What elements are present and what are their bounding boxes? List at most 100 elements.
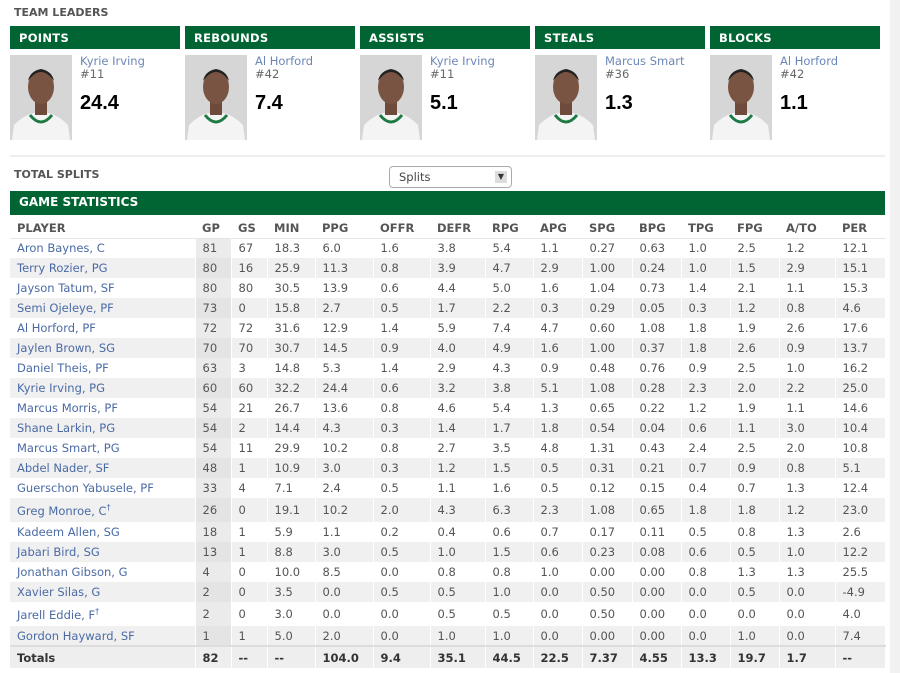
column-header-per[interactable]: PER (835, 217, 885, 239)
total-cell: -- (231, 645, 268, 668)
player-cell[interactable]: Kyrie Irving, PG (10, 378, 196, 398)
column-header-gp[interactable]: GP (195, 217, 231, 239)
player-link[interactable]: Jayson Tatum, SF (17, 281, 115, 295)
column-header-gs[interactable]: GS (231, 217, 267, 239)
leader-player-link[interactable]: Kyrie Irving (80, 54, 145, 68)
player-cell[interactable]: Kadeem Allen, SG (10, 522, 196, 542)
splits-select[interactable]: Splits ▼ (389, 166, 512, 188)
stat-cell: 0.28 (632, 378, 682, 398)
player-link[interactable]: Semi Ojeleye, PF (17, 301, 114, 315)
player-cell[interactable]: Gordon Hayward, SF (10, 626, 196, 646)
leader-player-link[interactable]: Marcus Smart (605, 54, 685, 68)
player-cell[interactable]: Terry Rozier, PG (10, 258, 196, 278)
player-photo[interactable] (10, 55, 72, 140)
stat-cell: 1.6 (533, 338, 583, 358)
stat-cell: -4.9 (835, 582, 886, 602)
player-cell[interactable]: Daniel Theis, PF (10, 358, 196, 378)
table-row: Jonathan Gibson, G 4 0 10.0 8.5 0.0 0.8 0.8 1.0 0… (10, 562, 886, 582)
column-header-player[interactable]: PLAYER (10, 217, 195, 239)
stat-cell: 1 (231, 542, 268, 562)
player-photo[interactable] (360, 55, 422, 140)
player-cell[interactable]: Greg Monroe, C† (10, 498, 196, 522)
table-row: Kadeem Allen, SG 18 1 5.9 1.1 0.2 0.4 0.6 0.7 0.1… (10, 522, 886, 542)
player-cell[interactable]: Jonathan Gibson, G (10, 562, 196, 582)
player-cell[interactable]: Guerschon Yabusele, PF (10, 478, 196, 498)
player-cell[interactable]: Marcus Morris, PF (10, 398, 196, 418)
stat-cell: 1.6 (373, 238, 431, 258)
player-link[interactable]: Jonathan Gibson, G (17, 565, 128, 579)
player-link[interactable]: Jarell Eddie, F (17, 607, 96, 622)
player-cell[interactable]: Jayson Tatum, SF (10, 278, 196, 298)
stat-cell: 0.0 (779, 602, 836, 626)
leader-value: 1.1 (780, 92, 808, 114)
player-link[interactable]: Jabari Bird, SG (17, 545, 100, 559)
player-cell[interactable]: Aron Baynes, C (10, 238, 196, 258)
player-link[interactable]: Terry Rozier, PG (17, 261, 108, 275)
player-cell[interactable]: Marcus Smart, PG (10, 438, 196, 458)
player-link[interactable]: Xavier Silas, G (17, 585, 101, 599)
column-header-tpg[interactable]: TPG (681, 217, 730, 239)
stat-cell: 1.2 (779, 238, 836, 258)
player-link[interactable]: Al Horford, PF (17, 321, 96, 335)
column-header-spg[interactable]: SPG (582, 217, 632, 239)
column-header-ato[interactable]: A/TO (779, 217, 835, 239)
stat-cell: 72 (231, 318, 268, 338)
total-cell: 9.4 (373, 645, 431, 668)
player-link[interactable]: Jaylen Brown, SG (17, 341, 116, 355)
player-link[interactable]: Gordon Hayward, SF (17, 628, 135, 643)
player-cell[interactable]: Jaylen Brown, SG (10, 338, 196, 358)
leader-category: REBOUNDS (185, 26, 355, 49)
stat-cell: 4.8 (533, 438, 583, 458)
stat-cell: 1.1 (315, 522, 374, 542)
stat-cell: 11 (231, 438, 268, 458)
leader-jersey-number: #11 (80, 67, 105, 81)
player-link[interactable]: Marcus Morris, PF (17, 401, 118, 415)
stat-cell: 14.6 (835, 398, 886, 418)
player-cell[interactable]: Abdel Nader, SF (10, 458, 196, 478)
column-header-ppg[interactable]: PPG (315, 217, 373, 239)
player-link[interactable]: Kadeem Allen, SG (17, 525, 120, 539)
leader-player-link[interactable]: Al Horford (780, 54, 839, 68)
stat-cell: 25.0 (835, 378, 886, 398)
column-header-fpg[interactable]: FPG (730, 217, 779, 239)
stat-cell: 0.9 (533, 358, 583, 378)
player-link[interactable]: Daniel Theis, PF (17, 361, 109, 375)
player-photo[interactable] (535, 55, 597, 140)
stat-cell: 0.9 (779, 338, 836, 358)
column-header-bpg[interactable]: BPG (632, 217, 681, 239)
leader-player-link[interactable]: Al Horford (255, 54, 314, 68)
stat-cell: 19.1 (267, 498, 316, 522)
player-link[interactable]: Marcus Smart, PG (17, 441, 120, 455)
leader-player-link[interactable]: Kyrie Irving (430, 54, 495, 68)
stat-cell: 0.5 (485, 602, 534, 626)
player-link[interactable]: Aron Baynes, C (17, 241, 105, 256)
column-header-offr[interactable]: OFFR (373, 217, 430, 239)
player-cell[interactable]: Shane Larkin, PG (10, 418, 196, 438)
column-header-min[interactable]: MIN (267, 217, 315, 239)
stat-cell: 1.00 (582, 258, 633, 278)
player-link[interactable]: Guerschon Yabusele, PF (17, 481, 154, 495)
total-cell: -- (267, 645, 316, 668)
stat-cell: 2.6 (835, 522, 886, 542)
player-cell[interactable]: Al Horford, PF (10, 318, 196, 338)
leader-category: BLOCKS (710, 26, 880, 49)
column-header-defr[interactable]: DEFR (430, 217, 485, 239)
stat-cell: 12.2 (835, 542, 886, 562)
column-header-apg[interactable]: APG (533, 217, 582, 239)
stat-cell: 1.8 (681, 498, 731, 522)
player-cell[interactable]: Semi Ojeleye, PF (10, 298, 196, 318)
player-cell[interactable]: Jarell Eddie, F† (10, 602, 196, 626)
player-link[interactable]: Shane Larkin, PG (17, 421, 116, 435)
page-scrollbar[interactable] (890, 0, 900, 673)
player-link[interactable]: Kyrie Irving, PG (17, 381, 106, 395)
stat-cell: 2.6 (779, 318, 836, 338)
player-cell[interactable]: Xavier Silas, G (10, 582, 196, 602)
leader-category: POINTS (10, 26, 180, 49)
player-link[interactable]: Abdel Nader, SF (17, 461, 110, 475)
player-cell[interactable]: Jabari Bird, SG (10, 542, 196, 562)
player-photo[interactable] (710, 55, 772, 140)
column-header-rpg[interactable]: RPG (485, 217, 533, 239)
player-photo[interactable] (185, 55, 247, 140)
player-link[interactable]: Greg Monroe, C (17, 503, 107, 518)
divider (10, 155, 885, 157)
